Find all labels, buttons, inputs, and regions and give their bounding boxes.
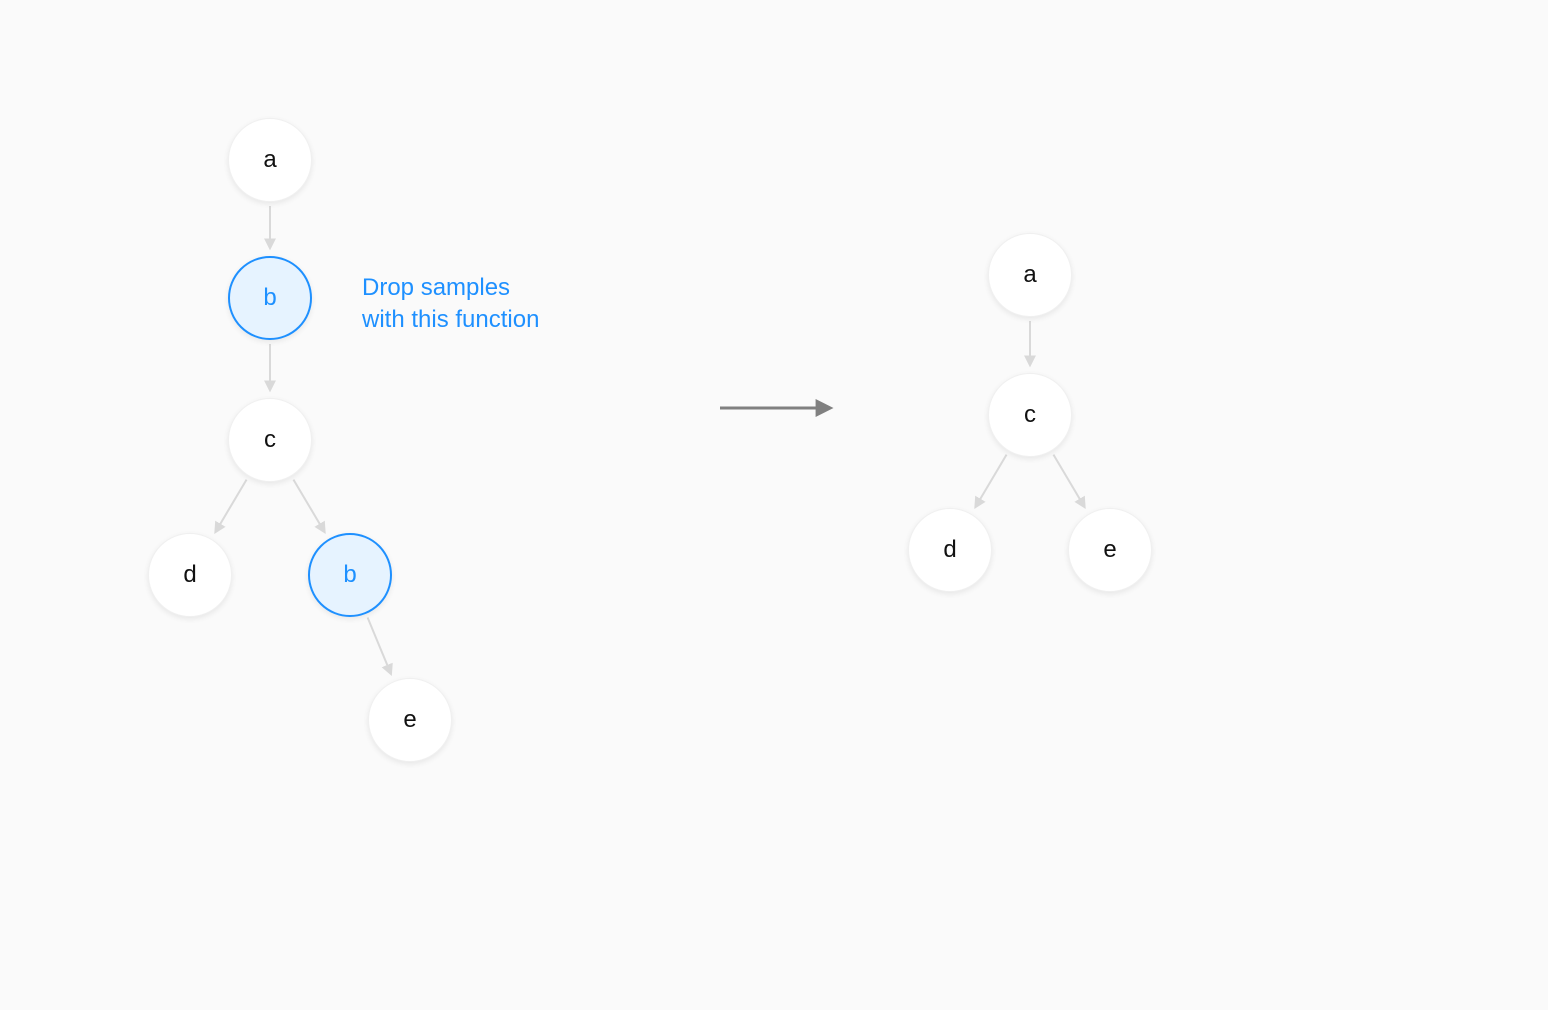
node-label: e [403, 706, 416, 734]
edge [1053, 455, 1084, 507]
node-a: a [228, 118, 312, 202]
node-b: b [228, 256, 312, 340]
edge [368, 618, 391, 674]
node-label: b [343, 561, 356, 589]
diagram-canvas: a b c d b e a c d e Drop samples with this functi… [0, 0, 1548, 1010]
drop-annotation: Drop samples with this function [362, 272, 539, 337]
node-a: a [988, 233, 1072, 317]
edge [215, 480, 246, 532]
node-b: b [308, 533, 392, 617]
node-d: d [148, 533, 232, 617]
node-d: d [908, 508, 992, 592]
node-label: c [1024, 401, 1036, 429]
node-label: d [943, 536, 956, 564]
edge [975, 455, 1006, 507]
node-e: e [368, 678, 452, 762]
node-label: a [263, 146, 276, 174]
node-label: e [1103, 536, 1116, 564]
node-c: c [988, 373, 1072, 457]
node-label: d [183, 561, 196, 589]
node-label: b [263, 284, 276, 312]
node-c: c [228, 398, 312, 482]
node-e: e [1068, 508, 1152, 592]
edge [293, 480, 324, 532]
node-label: a [1023, 261, 1036, 289]
node-label: c [264, 426, 276, 454]
